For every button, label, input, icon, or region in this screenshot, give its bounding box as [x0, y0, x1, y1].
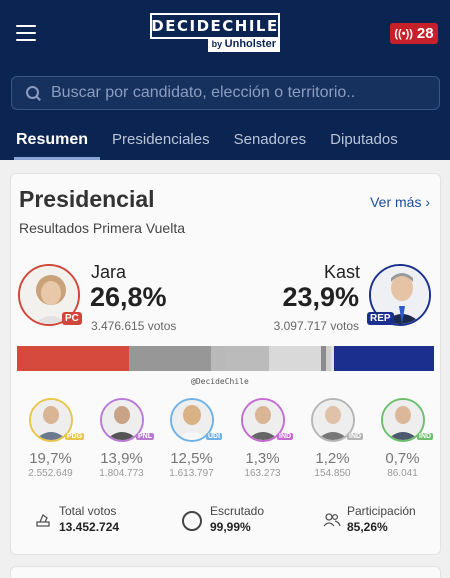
party-tag-4: IND — [277, 433, 294, 440]
candidate-votes-kast: 3.097.717 votos — [273, 319, 359, 333]
candidate-photo-icon — [171, 400, 212, 440]
participacion-value: 85,26% — [347, 520, 388, 534]
bar-segment-6 — [320, 346, 327, 371]
bar-segment-3 — [210, 346, 226, 371]
card-subtitle: Resultados Primera Vuelta — [19, 220, 186, 236]
menu-icon[interactable] — [16, 25, 36, 41]
next-card — [10, 566, 441, 578]
tab-diputados[interactable]: Diputados — [330, 131, 398, 148]
candidate-photo-icon — [242, 400, 283, 440]
candidate-photo-icon — [20, 266, 78, 324]
candidate-name-jara: Jara — [91, 262, 127, 282]
tab-bar: Resumen Presidenciales Senadores Diputad… — [0, 127, 450, 160]
logo-brand: Unholster — [224, 38, 276, 50]
party-badge-rep: REP — [367, 312, 394, 325]
total-votes-value: 13.452.724 — [59, 520, 120, 534]
other-votes-3: 1.613.797 — [169, 468, 214, 479]
avatar-other-4 — [240, 398, 285, 442]
total-votes-label: Total votos — [59, 504, 117, 518]
stat-total: Total votos 13.452.724 — [35, 504, 119, 534]
logo-by: by — [211, 39, 223, 49]
bar-segment-7 — [326, 346, 332, 371]
bar-segment-4 — [225, 346, 269, 371]
candidate-other-5[interactable]: IND 1,2% 154.850 — [305, 398, 364, 479]
bar-segment-5 — [268, 346, 321, 371]
candidate-photo-icon — [30, 400, 71, 440]
candidate-other-4[interactable]: IND 1,3% 163.273 — [235, 398, 294, 479]
ballot-box-icon — [36, 513, 50, 527]
ver-mas-link[interactable]: Ver más › — [370, 194, 430, 210]
avatar-jara[interactable]: PC — [18, 264, 82, 326]
other-votes-5: 154.850 — [314, 468, 351, 479]
other-votes-2: 1.804.773 — [99, 468, 144, 479]
presidential-card: Presidencial Ver más › Resultados Primer… — [10, 173, 441, 555]
candidate-other-6[interactable]: IND 0,7% 86.041 — [375, 398, 434, 479]
card-title: Presidencial — [19, 186, 155, 212]
candidate-other-2[interactable]: PNL 13,9% 1.804.773 — [94, 398, 154, 479]
party-tag-3: UDI — [206, 433, 223, 440]
tab-resumen[interactable]: Resumen — [13, 127, 101, 160]
progress-ring-icon — [182, 511, 202, 531]
bar-segment-2 — [128, 346, 211, 371]
candidate-pct-kast: 23,9% — [282, 282, 359, 312]
candidate-photo-icon — [101, 400, 142, 440]
other-pct-4: 1,3% — [245, 450, 280, 467]
avatar-other-5 — [310, 398, 355, 442]
other-votes-1: 2.552.649 — [28, 468, 73, 479]
bar-segment-9 — [334, 346, 434, 371]
search-icon — [26, 86, 40, 100]
party-badge-pc: PC — [62, 312, 82, 325]
candidate-name-kast: Kast — [323, 262, 360, 282]
logo-sub: by Unholster — [207, 37, 280, 52]
other-votes-4: 163.273 — [244, 468, 281, 479]
search-bar[interactable] — [11, 76, 440, 110]
users-icon — [323, 513, 341, 527]
other-pct-3: 12,5% — [170, 450, 213, 467]
other-pct-6: 0,7% — [385, 450, 420, 467]
tab-senadores[interactable]: Senadores — [233, 131, 307, 148]
results-bar — [17, 346, 434, 371]
bar-segment-1 — [17, 346, 129, 371]
broadcast-icon: ((•)) — [394, 27, 413, 40]
logo-main: DECIDECHILE — [150, 13, 280, 39]
stat-participacion: Participación 85,26% — [323, 504, 416, 534]
watermark: @DecideChile — [191, 377, 249, 386]
avatar-other-1 — [28, 398, 73, 442]
party-tag-2: PNL — [136, 433, 154, 440]
tab-presidenciales[interactable]: Presidenciales — [112, 131, 210, 148]
escrutado-value: 99,99% — [210, 520, 251, 534]
candidate-photo-icon — [382, 400, 423, 440]
party-tag-5: IND — [347, 433, 364, 440]
party-tag-6: IND — [417, 433, 434, 440]
logo[interactable]: DECIDECHILE by Unholster — [150, 13, 280, 54]
candidate-votes-jara: 3.476.615 votos — [91, 319, 177, 333]
party-tag-1: PDG — [65, 433, 85, 440]
escrutado-label: Escrutado — [210, 504, 265, 518]
stats-row: Total votos 13.452.724 Escrutado 99,99% … — [11, 504, 442, 544]
app-header: DECIDECHILE by Unholster ((•)) 28 Resume… — [0, 0, 450, 160]
candidate-pct-jara: 26,8% — [90, 282, 167, 312]
other-pct-1: 19,7% — [29, 450, 72, 467]
live-count: 28 — [416, 25, 434, 42]
other-votes-6: 86.041 — [387, 468, 418, 479]
stat-escrutado: Escrutado 99,99% — [181, 504, 264, 534]
bar-segment-8 — [331, 346, 335, 371]
participacion-label: Participación — [347, 504, 416, 518]
candidate-other-3[interactable]: UDI 12,5% 1.613.797 — [164, 398, 223, 479]
candidate-other-1[interactable]: PDG 19,7% 2.552.649 — [23, 398, 85, 479]
search-input[interactable] — [51, 84, 431, 102]
other-pct-5: 1,2% — [315, 450, 350, 467]
avatar-kast[interactable]: REP — [367, 264, 431, 326]
candidate-photo-icon — [312, 400, 353, 440]
other-pct-2: 13,9% — [100, 450, 143, 467]
live-badge[interactable]: ((•)) 28 — [390, 23, 438, 44]
